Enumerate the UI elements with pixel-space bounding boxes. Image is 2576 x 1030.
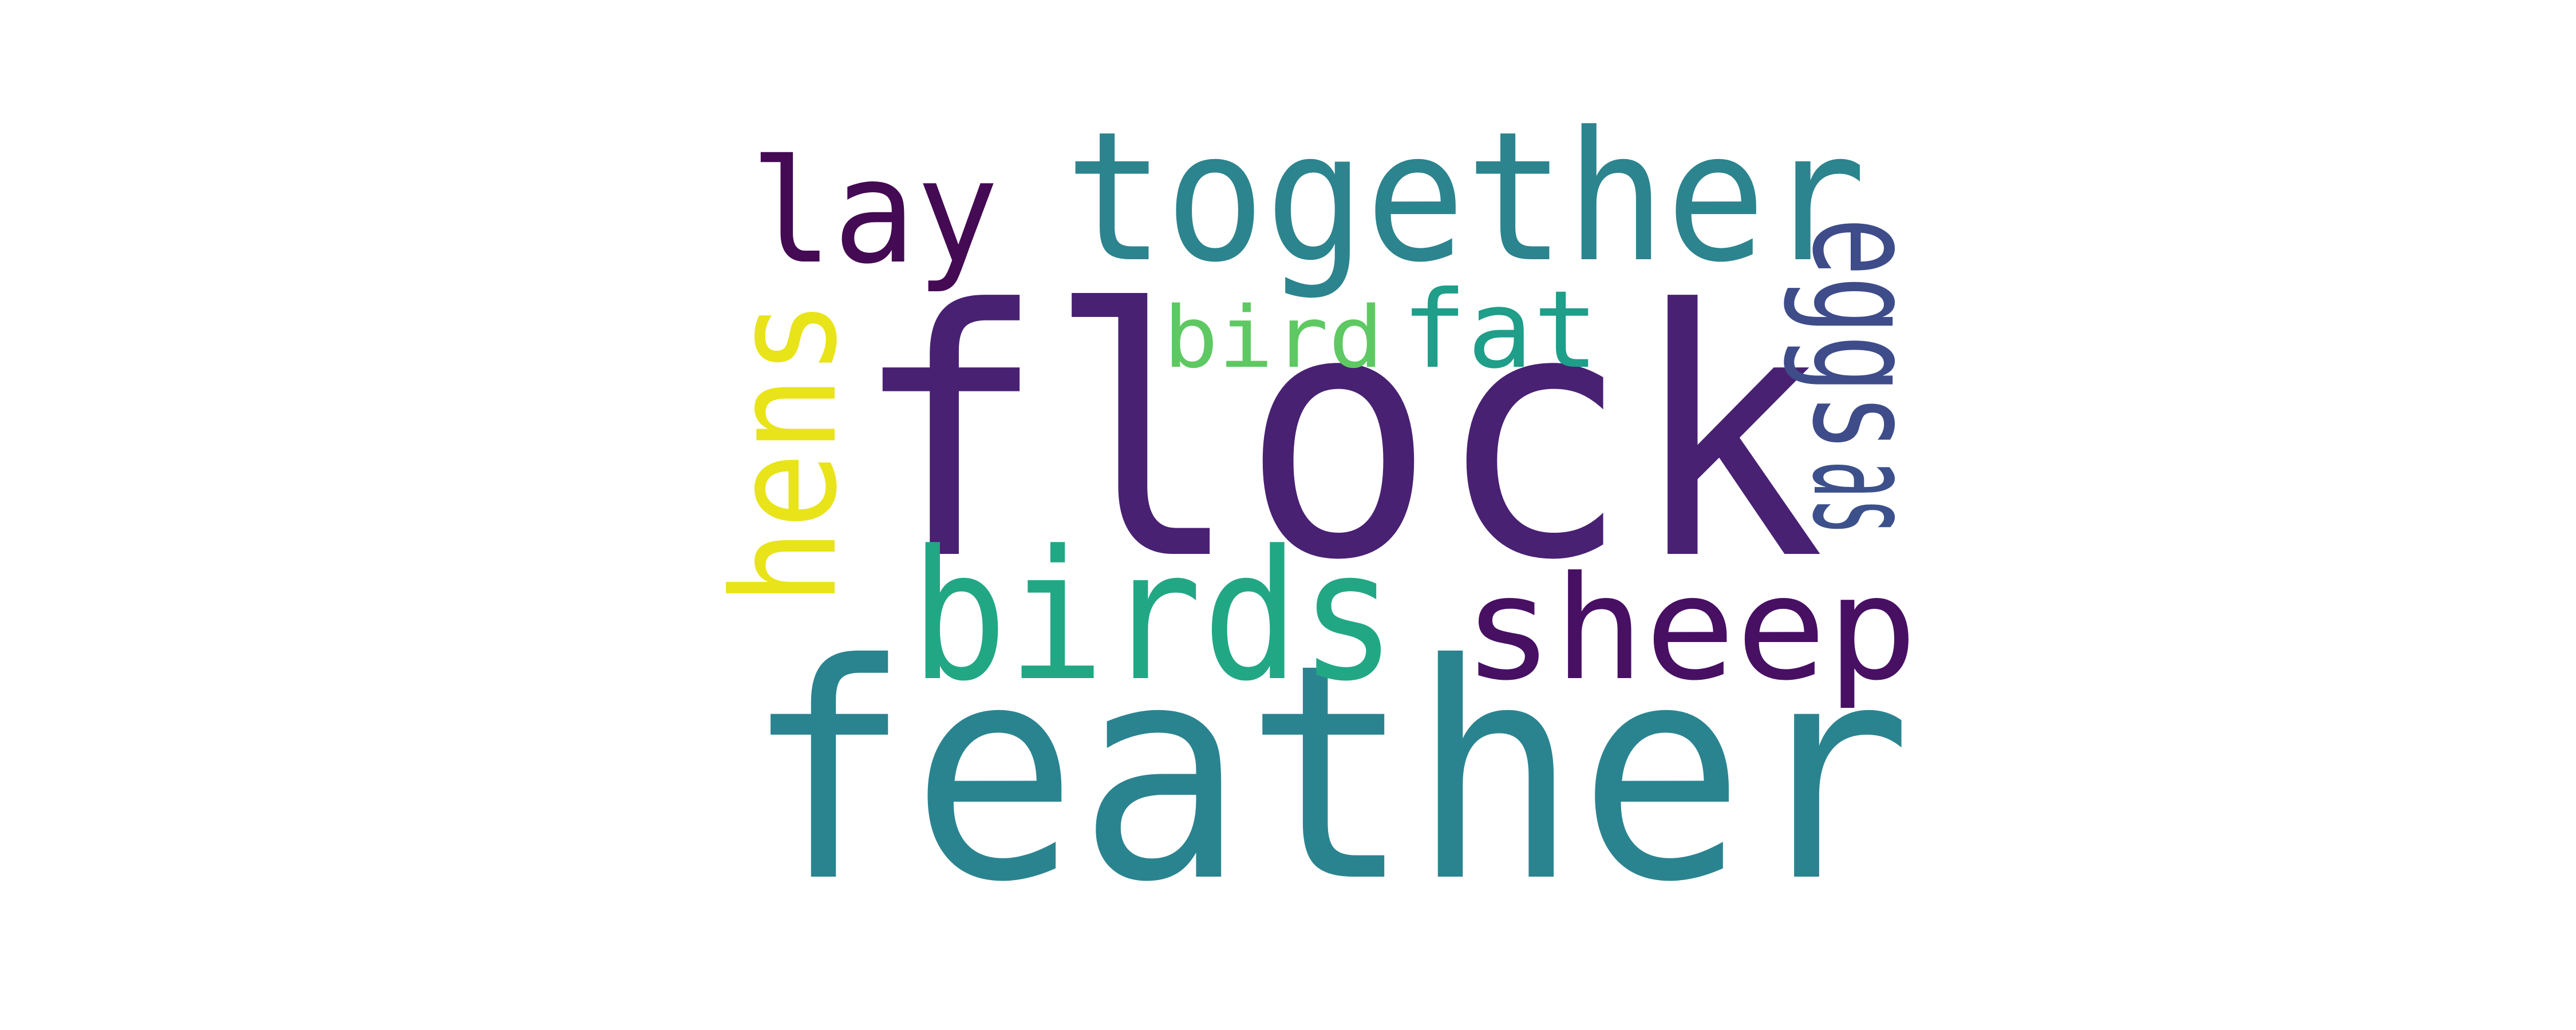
word-together: together [1065,93,1866,302]
word-feather: feather [744,600,1912,947]
word-eggs: eggs [1781,217,1947,452]
word-birds: birds [910,512,1397,720]
word-flock: flock [852,237,1825,635]
word-as: as [1781,461,1947,535]
word-sheep: sheep [1463,545,1918,712]
word-lay: lay [750,129,999,295]
word-bird: bird [1163,288,1384,387]
word-hens: hens [702,299,868,605]
word-fat: fat [1401,268,1599,393]
